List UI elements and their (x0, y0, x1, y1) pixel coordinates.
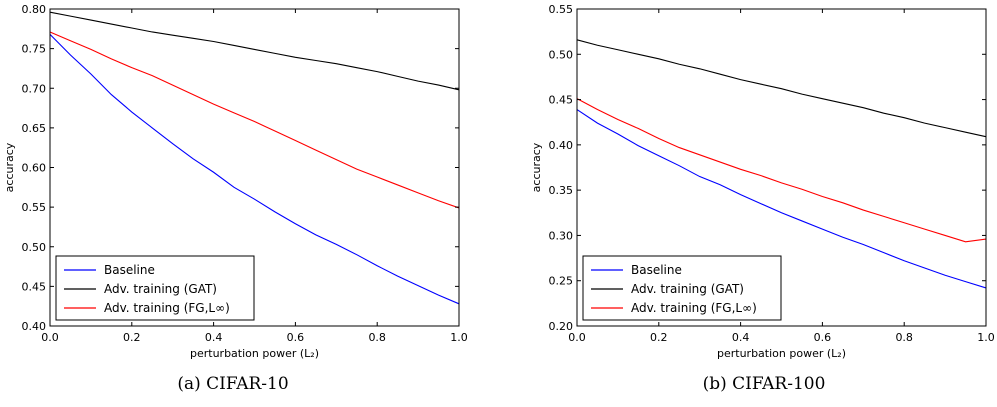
legend-label-1: Baseline (104, 263, 155, 277)
chart-panel-1: 0.0 0.2 0.4 0.6 0.8 1.0 0.40 0.45 0.50 0.55 0.60 0.… (3, 3, 468, 360)
figure-caption-2: (b) CIFAR-100 (703, 374, 826, 394)
x-axis-label: perturbation power (L₂) (190, 347, 319, 360)
series-line-3 (49, 31, 460, 209)
y-tick-label: 0.65 (22, 122, 47, 135)
x-tick-label: 0.2 (123, 331, 141, 344)
series-line-2 (576, 39, 987, 138)
y-tick-label: 0.55 (549, 3, 574, 16)
y-axis-label: accuracy (3, 142, 16, 192)
y-tick-label: 0.60 (22, 162, 47, 175)
y-tick-label: 0.20 (549, 320, 574, 333)
series-line-1 (576, 109, 987, 289)
legend-label-2: Adv. training (GAT) (631, 282, 744, 296)
y-tick-label: 0.30 (549, 229, 574, 242)
x-tick-label: 0.6 (287, 331, 305, 344)
y-axis-label: accuracy (530, 142, 543, 192)
x-tick-label: 0.0 (41, 331, 59, 344)
plot-frame (576, 8, 987, 327)
x-tick-label: 0.6 (814, 331, 832, 344)
legend-label-3: Adv. training (FG,L∞) (631, 301, 757, 315)
y-tick-label: 0.50 (22, 241, 47, 254)
y-tick-label: 0.45 (549, 94, 574, 107)
x-axis-label: perturbation power (L₂) (717, 347, 846, 360)
x-tick-label: 1.0 (450, 331, 468, 344)
series-line-3 (576, 98, 987, 243)
y-tick-label: 0.40 (22, 320, 47, 333)
series-line-1 (49, 33, 460, 305)
legend-label-2: Adv. training (GAT) (104, 282, 217, 296)
x-tick-label: 0.8 (368, 331, 386, 344)
y-tick-label: 0.35 (549, 184, 574, 197)
legend-label-3: Adv. training (FG,L∞) (104, 301, 230, 315)
x-tick-label: 0.4 (205, 331, 223, 344)
series-line-2 (49, 11, 460, 91)
x-tick-label: 0.0 (568, 331, 586, 344)
x-tick-label: 0.8 (895, 331, 913, 344)
y-tick-label: 0.25 (549, 275, 574, 288)
x-tick-label: 0.4 (732, 331, 750, 344)
x-tick-label: 1.0 (977, 331, 995, 344)
y-tick-label: 0.70 (22, 82, 47, 95)
figure-caption-1: (a) CIFAR-10 (177, 374, 288, 394)
legend-box (55, 255, 255, 321)
y-tick-label: 0.40 (549, 139, 574, 152)
y-tick-label: 0.55 (22, 201, 47, 214)
y-tick-label: 0.75 (22, 43, 47, 56)
legend-box (582, 255, 782, 321)
y-tick-label: 0.50 (549, 48, 574, 61)
chart-panel-2: 0.0 0.2 0.4 0.6 0.8 1.0 0.20 0.25 0.30 0.35 0.40 0.… (530, 3, 995, 360)
y-tick-label: 0.80 (22, 3, 47, 16)
x-tick-label: 0.2 (650, 331, 668, 344)
legend-label-1: Baseline (631, 263, 682, 277)
y-tick-label: 0.45 (22, 280, 47, 293)
